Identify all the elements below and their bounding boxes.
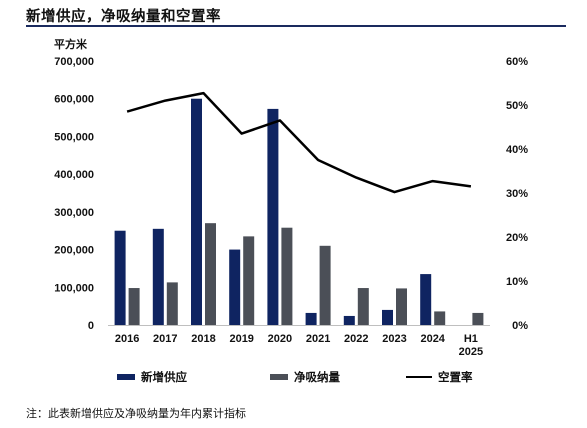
y-right-tick-label: 60% [506,56,528,68]
legend-swatch-supply [117,374,135,380]
x-tick-label: 2025 [459,346,483,358]
x-tick-label: 2024 [420,333,445,345]
x-tick-label: 2022 [344,333,368,345]
bar-absorption [205,223,216,325]
y-left-tick-label: 600,000 [54,94,94,106]
x-tick-label: 2023 [382,333,406,345]
x-tick-label: H1 [464,333,478,345]
bar-absorption [243,236,255,325]
y-right-tick-label: 10% [506,276,528,288]
title-rule [26,25,566,27]
bar-supply [420,274,432,325]
x-tick-label: 2019 [229,333,253,345]
y-left-tick-label: 400,000 [54,169,94,181]
y-left-tick-label: 500,000 [54,131,94,143]
bar-absorption [281,227,293,325]
y-right-tick-label: 20% [506,232,528,244]
bar-absorption [319,245,331,325]
bar-absorption [434,311,446,325]
legend-item-absorption: 净吸纳量 [270,369,340,385]
chart-title: 新增供应，净吸纳量和空置率 [26,9,221,25]
bar-supply [229,249,241,325]
bar-supply [305,312,317,325]
footnote: 注：此表新增供应及净吸纳量为年内累计指标 [26,408,246,420]
y-right-tick-label: 30% [506,188,528,200]
vacancy-rate-line [126,91,472,194]
legend-label-vacancy: 空置率 [438,372,473,384]
y-right-tick-label: 50% [506,100,528,112]
legend-swatch-absorption [270,374,288,380]
legend-item-vacancy: 空置率 [406,369,473,385]
bar-absorption [472,312,484,325]
bar-supply [267,108,279,325]
bar-supply [152,228,164,325]
bar-absorption [357,288,369,325]
y-left-tick-label: 200,000 [54,245,94,257]
y-right-tick-label: 0% [512,320,528,332]
x-tick-label: 2016 [115,333,139,345]
y-right-tick-label: 40% [506,144,528,156]
bar-supply [114,230,126,325]
y-left-tick-label: 300,000 [54,207,94,219]
x-tick-label: 2021 [306,333,330,345]
legend-item-supply: 新增供应 [117,369,187,385]
bar-absorption [396,288,407,325]
y-left-tick-label: 700,000 [54,56,94,68]
left-axis-unit: 平方米 [54,39,87,51]
bar-absorption [166,282,178,325]
legend-label-absorption: 净吸纳量 [294,372,340,384]
y-left-tick-label: 0 [88,320,94,332]
legend-label-supply: 新增供应 [141,372,187,384]
bar-supply [191,98,202,325]
legend-swatch-vacancy [406,375,432,379]
bar-supply [382,309,393,325]
y-left-tick-label: 100,000 [54,282,94,294]
bar-absorption [128,288,140,325]
bar-supply [343,315,355,325]
x-tick-label: 2020 [268,333,292,345]
x-tick-label: 2017 [153,333,177,345]
x-tick-label: 2018 [191,333,215,345]
